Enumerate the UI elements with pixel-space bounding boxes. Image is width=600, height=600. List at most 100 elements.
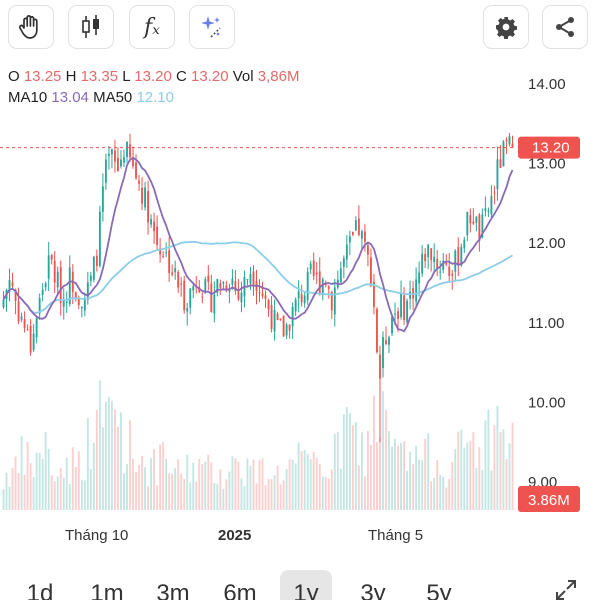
volume-bar [424, 438, 427, 510]
candle-body [77, 298, 80, 306]
volume-bar [321, 476, 324, 510]
candle-body [478, 214, 481, 242]
volume-bar [2, 489, 5, 510]
volume-bar [252, 459, 255, 510]
volume-bar [460, 429, 463, 510]
gear-icon [496, 17, 517, 39]
volume-bar [213, 482, 216, 510]
volume-bar [159, 444, 162, 510]
volume-bar [475, 468, 478, 510]
volume-bar [339, 468, 342, 510]
volume-bar [291, 459, 294, 510]
candle-body [409, 291, 412, 299]
candle-body [475, 216, 478, 223]
volume-bar [267, 478, 270, 510]
candlestick-icon [82, 15, 99, 38]
settings-button[interactable] [483, 5, 529, 49]
candle-body [249, 274, 252, 284]
volume-bar [448, 478, 451, 510]
candle-body [35, 317, 38, 338]
candle-body [366, 245, 369, 255]
ohlc-row: O 13.25 H 13.35 L 13.20 C 13.20 Vol 3,86… [8, 66, 299, 87]
candle-body [165, 252, 168, 254]
candle-body [370, 257, 372, 286]
candle-body [135, 162, 137, 179]
high-value: 13.35 [80, 68, 119, 85]
volume-bar [77, 451, 80, 510]
period-1d[interactable]: 1d [18, 570, 62, 600]
candle-body [430, 248, 433, 261]
volume-bar [394, 438, 396, 510]
candle-body [385, 340, 387, 344]
volume-bar [469, 440, 472, 510]
period-1m[interactable]: 1m [82, 570, 132, 600]
candle-body [303, 295, 306, 304]
candle-body [297, 291, 300, 299]
candle-body [80, 306, 83, 309]
volume-bar [376, 442, 378, 510]
candle-body [38, 298, 41, 314]
volume-bar [261, 458, 264, 510]
period-1y[interactable]: 1y [280, 570, 332, 600]
time-axis: Tháng 10 2025 Tháng 5 [65, 527, 423, 544]
ma10-line [2, 156, 514, 333]
volume-bar [123, 473, 125, 510]
candle-body [168, 250, 171, 274]
candle-body [421, 253, 424, 274]
candle-body [32, 333, 35, 350]
candle-body [252, 271, 255, 286]
candle-body [41, 289, 44, 295]
volume-bar [141, 456, 143, 510]
candle-body [53, 260, 56, 283]
close-label: C [175, 68, 187, 85]
candle-body [511, 143, 514, 148]
candle-body [156, 226, 159, 245]
candle-body [138, 180, 140, 184]
volume-bar [162, 442, 165, 510]
candle-body [107, 153, 110, 156]
last-price-tag: 13.20 [518, 136, 580, 159]
share-button[interactable] [542, 5, 588, 49]
candlestick-tool-button[interactable] [68, 5, 114, 49]
candle-body [162, 255, 165, 257]
expand-icon[interactable] [554, 578, 578, 600]
candle-body [388, 337, 390, 345]
hand-tool-button[interactable] [8, 5, 54, 49]
candle-body [379, 354, 381, 379]
volume-bar [156, 485, 159, 510]
price-tick: 12.00 [528, 235, 566, 252]
volume-bar [415, 445, 418, 510]
period-3y[interactable]: 3y [348, 570, 398, 600]
candle-body [424, 253, 427, 262]
period-5y[interactable]: 5y [414, 570, 464, 600]
candle-body [222, 282, 225, 284]
candle-body [427, 244, 430, 258]
volume-bar [32, 477, 35, 510]
volume-bar [439, 474, 442, 510]
period-6m[interactable]: 6m [214, 570, 266, 600]
ohlc-info: O 13.25 H 13.35 L 13.20 C 13.20 Vol 3,86… [8, 66, 299, 108]
volume-bar [41, 458, 44, 510]
volume-bar [330, 469, 333, 510]
ma-row: MA10 13.04 MA50 12.10 [8, 87, 299, 108]
volume-bar [101, 427, 104, 510]
low-value: 13.20 [134, 68, 172, 85]
volume-bar [8, 486, 11, 510]
candle-body [436, 258, 439, 269]
magic-tool-button[interactable] [189, 5, 235, 49]
period-3m[interactable]: 3m [146, 570, 200, 600]
function-tool-button[interactable]: fₓ [129, 5, 175, 49]
candle-body [315, 272, 318, 275]
candle-body [177, 272, 180, 288]
candle-body [14, 289, 17, 301]
volume-bar [107, 397, 110, 510]
period-1d-label: 1d [26, 580, 54, 600]
candle-body [454, 250, 457, 272]
volume-bar [186, 454, 189, 510]
candle-body [141, 187, 143, 204]
volume-bar [89, 468, 92, 510]
volume-bar [80, 479, 83, 510]
volume-bar [171, 473, 174, 510]
